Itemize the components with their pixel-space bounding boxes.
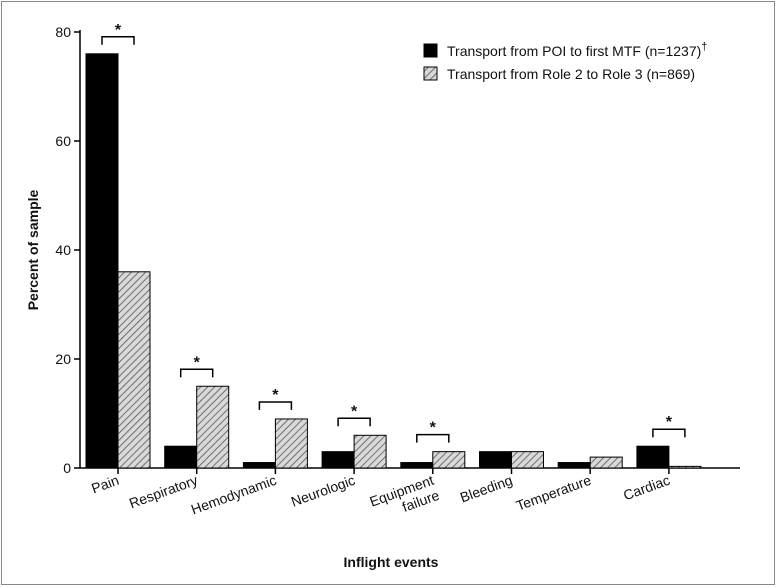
bar-series-1 — [636, 445, 670, 469]
significance-star: * — [430, 420, 437, 437]
legend-label: Transport from POI to first MTF (n=1237)… — [447, 41, 707, 59]
significance-bracket — [258, 401, 293, 410]
bars — [85, 53, 702, 469]
bar-series-1 — [479, 451, 512, 469]
bar-series-2 — [274, 418, 308, 469]
bar-series-1 — [321, 451, 355, 469]
bar-series-2 — [589, 456, 623, 469]
y-tick-label: 80 — [55, 24, 71, 40]
significance-star: * — [272, 387, 279, 404]
y-axis: 0 20 40 60 80 — [55, 24, 81, 476]
x-tick-label: Cardiac — [621, 472, 672, 504]
x-tick-label: Neurologic — [289, 472, 357, 510]
legend-label: Transport from Role 2 to Role 3 (n=869) — [447, 66, 695, 82]
bar-series-1 — [557, 462, 591, 469]
significance-star: * — [194, 354, 201, 371]
legend-swatch — [423, 43, 438, 58]
y-tick-label: 60 — [55, 133, 71, 149]
significance-star: * — [115, 22, 122, 39]
x-tick-label: Bleeding — [458, 472, 515, 506]
bar-series-2 — [196, 385, 230, 469]
bar-series-2 — [353, 434, 387, 469]
y-axis-title: Percent of sample — [25, 189, 41, 310]
significance-brackets: * * * * * * — [101, 22, 686, 443]
significance-bracket — [101, 36, 135, 45]
significance-star: * — [351, 403, 358, 420]
y-tick-label: 20 — [55, 351, 71, 367]
bar-series-2 — [117, 271, 151, 469]
bar-series-2 — [668, 465, 702, 469]
x-axis-title: Inflight events — [344, 554, 439, 570]
x-tick-label: Temperature — [514, 472, 594, 514]
x-tick-label: Respiratory — [127, 472, 200, 512]
y-tick-label: 0 — [63, 460, 71, 476]
bar-series-2 — [432, 451, 466, 469]
significance-bracket — [337, 417, 371, 427]
significance-bracket — [652, 428, 686, 438]
x-tick-label: Equipmentfailure — [367, 472, 441, 525]
bar-series-1 — [164, 445, 198, 469]
legend-swatch — [423, 66, 438, 81]
significance-bracket — [416, 433, 450, 443]
bar-series-1 — [400, 462, 434, 469]
significance-star: * — [666, 414, 673, 431]
significance-bracket — [179, 368, 214, 378]
bar-series-2 — [511, 451, 544, 469]
bar-series-1 — [85, 53, 119, 469]
legend: Transport from POI to first MTF (n=1237)… — [423, 41, 707, 82]
y-tick-label: 40 — [55, 242, 71, 258]
x-tick-label: Pain — [89, 472, 121, 497]
bar-series-1 — [242, 462, 276, 469]
x-tick-label: Hemodynamic — [189, 472, 279, 518]
